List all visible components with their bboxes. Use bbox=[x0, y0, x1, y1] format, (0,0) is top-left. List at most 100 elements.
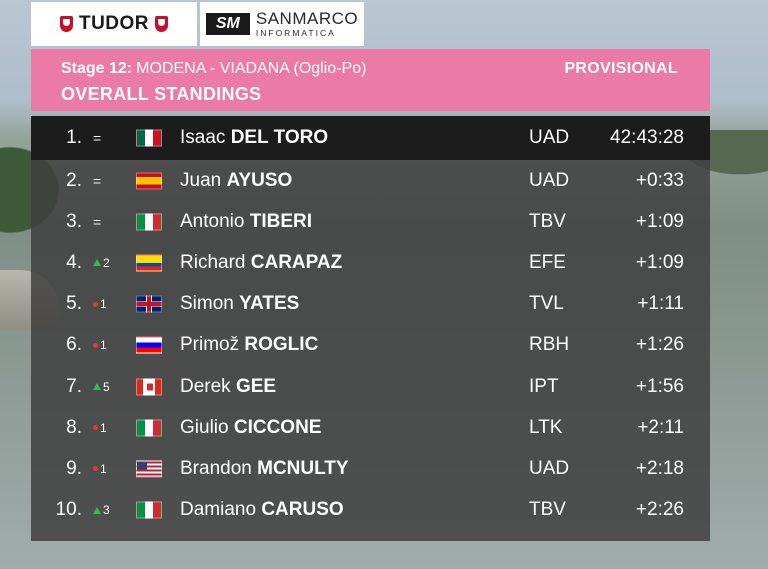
table-row: 1. = Isaac DEL TORO UAD 42:43:28 bbox=[31, 116, 710, 160]
rider-last-name: TIBERI bbox=[249, 210, 313, 232]
rider-first-name: Richard bbox=[180, 251, 246, 273]
status-badge: PROVISIONAL bbox=[564, 60, 678, 77]
rank: 8. bbox=[66, 416, 82, 438]
flag-gb-icon bbox=[136, 295, 162, 313]
rider-last-name: YATES bbox=[239, 293, 300, 315]
rank: 2. bbox=[66, 169, 82, 191]
rider-first-name: Giulio bbox=[180, 416, 229, 438]
standings-table: 1. = Isaac DEL TORO UAD 42:43:28 2. = Juan AYUS… bbox=[31, 116, 710, 541]
table-row: 5. 1 Simon YATES TVL +1:11 bbox=[31, 284, 710, 325]
rider-first-name: Simon bbox=[180, 293, 234, 315]
tudor-logo-text: TUDOR bbox=[78, 13, 150, 34]
down-marker-icon bbox=[93, 301, 98, 307]
movement: 5 bbox=[93, 380, 110, 394]
position-change: 5 bbox=[103, 379, 110, 394]
page-title: OVERALL STANDINGS bbox=[61, 84, 262, 104]
position-change: 1 bbox=[100, 338, 107, 353]
movement: = bbox=[93, 214, 101, 230]
position-change: 3 bbox=[103, 503, 110, 518]
rider-last-name: AYUSO bbox=[226, 169, 293, 191]
team-code: UAD bbox=[529, 169, 570, 191]
table-row: 10. 3 Damiano CARUSO TBV +2:26 bbox=[31, 490, 710, 531]
team-code: TBV bbox=[529, 210, 566, 232]
rank: 7. bbox=[66, 375, 82, 397]
up-arrow-icon bbox=[93, 506, 101, 514]
down-marker-icon bbox=[93, 342, 98, 348]
rider-first-name: Antonio bbox=[180, 210, 245, 232]
team-code: UAD bbox=[529, 457, 570, 479]
sanmarco-logo-icon: SM bbox=[205, 13, 250, 35]
team-code: RBH bbox=[529, 334, 570, 356]
team-code: TVL bbox=[529, 293, 564, 315]
rider-first-name: Isaac bbox=[180, 127, 226, 148]
down-marker-icon bbox=[93, 425, 98, 431]
movement: 1 bbox=[93, 338, 107, 352]
stage-label: Stage 12: bbox=[61, 60, 133, 77]
rank: 9. bbox=[66, 457, 82, 479]
rank: 5. bbox=[66, 293, 82, 315]
flag-us-icon bbox=[136, 460, 162, 478]
rider-name: Simon YATES bbox=[180, 293, 299, 315]
time-gap: +1:56 bbox=[635, 375, 684, 397]
position-change: = bbox=[93, 172, 102, 189]
table-row: 8. 1 Giulio CICCONE LTK +2:11 bbox=[31, 407, 710, 448]
time-gap: +0:33 bbox=[635, 169, 684, 191]
team-code: LTK bbox=[529, 416, 563, 438]
tudor-shield-icon bbox=[59, 16, 73, 32]
stage-route: MODENA - VIADANA (Oglio-Po) bbox=[136, 60, 367, 77]
sanmarco-text: SANMARCO INFORMATICA bbox=[256, 10, 358, 38]
sponsor-tudor: TUDOR bbox=[31, 2, 197, 46]
rider-first-name: Derek bbox=[180, 375, 231, 397]
flag-it-icon bbox=[136, 419, 162, 437]
up-arrow-icon bbox=[93, 383, 101, 391]
rider-name: Isaac DEL TORO bbox=[180, 127, 328, 149]
rider-name: Giulio CICCONE bbox=[180, 417, 321, 439]
time-gap: 42:43:28 bbox=[610, 127, 684, 148]
table-row: 4. 2 Richard CARAPAZ EFE +1:09 bbox=[31, 242, 710, 283]
sponsor-sanmarco: SM SANMARCO INFORMATICA bbox=[200, 2, 364, 46]
team-code: IPT bbox=[529, 375, 559, 397]
time-gap: +2:18 bbox=[635, 457, 684, 479]
team-code: UAD bbox=[529, 127, 570, 148]
up-arrow-icon bbox=[93, 259, 101, 267]
movement: 1 bbox=[93, 297, 107, 311]
rider-last-name: CICCONE bbox=[233, 416, 322, 438]
movement: 1 bbox=[93, 462, 107, 476]
position-change: 1 bbox=[100, 297, 107, 312]
flag-ec-icon bbox=[136, 254, 162, 272]
position-change: 1 bbox=[100, 461, 107, 476]
rank: 4. bbox=[66, 251, 82, 273]
sanmarco-brand: SANMARCO bbox=[255, 9, 359, 29]
stage-line: Stage 12: MODENA - VIADANA (Oglio-Po) bbox=[61, 60, 366, 78]
flag-mx-icon bbox=[136, 129, 162, 147]
rider-first-name: Juan bbox=[180, 169, 222, 191]
movement: 2 bbox=[93, 256, 110, 270]
table-row: 9. 1 Brandon MCNULTY UAD +2:18 bbox=[31, 448, 710, 489]
rider-name: Juan AYUSO bbox=[180, 170, 292, 192]
rider-first-name: Brandon bbox=[180, 457, 252, 479]
time-gap: +1:11 bbox=[637, 293, 684, 315]
rank: 6. bbox=[66, 334, 82, 356]
down-marker-icon bbox=[93, 466, 98, 472]
time-gap: +1:09 bbox=[635, 210, 684, 232]
rank: 1. bbox=[66, 127, 82, 148]
team-code: EFE bbox=[529, 251, 566, 273]
time-gap: +1:26 bbox=[635, 334, 684, 356]
position-change: = bbox=[93, 130, 102, 146]
sanmarco-sub: INFORMATICA bbox=[255, 28, 336, 39]
flag-si-icon bbox=[136, 336, 162, 354]
flag-it-icon bbox=[136, 213, 162, 231]
table-row: 2. = Juan AYUSO UAD +0:33 bbox=[31, 160, 710, 201]
table-row: 3. = Antonio TIBERI TBV +1:09 bbox=[31, 201, 710, 242]
position-change: = bbox=[93, 213, 102, 230]
tudor-shield-icon bbox=[155, 16, 169, 32]
table-row: 6. 1 Primož ROGLIC RBH +1:26 bbox=[31, 325, 710, 366]
rider-first-name: Primož bbox=[180, 334, 240, 356]
time-gap: +1:09 bbox=[635, 251, 684, 273]
movement: = bbox=[93, 130, 101, 146]
rider-last-name: CARAPAZ bbox=[250, 251, 343, 273]
time-gap: +2:26 bbox=[635, 499, 684, 521]
rank: 3. bbox=[66, 210, 82, 232]
rider-name: Derek GEE bbox=[180, 376, 276, 398]
rider-name: Damiano CARUSO bbox=[180, 499, 344, 521]
